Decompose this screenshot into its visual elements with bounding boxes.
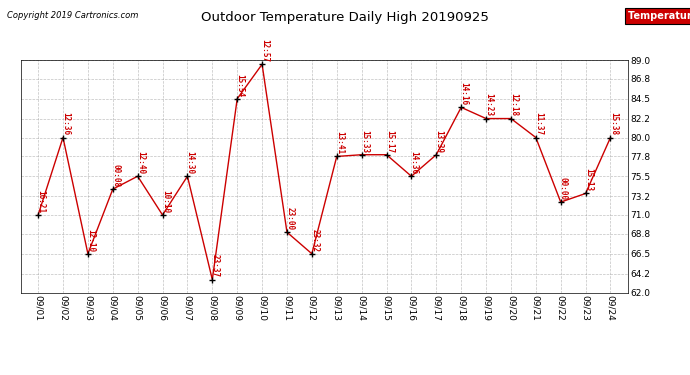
- Text: 12:36: 12:36: [61, 112, 70, 135]
- Text: 12:57: 12:57: [260, 39, 269, 62]
- Text: 00:08: 00:08: [111, 164, 120, 187]
- Text: 23:32: 23:32: [310, 228, 319, 252]
- Text: 16:21: 16:21: [37, 190, 46, 213]
- Text: 14:23: 14:23: [484, 93, 493, 117]
- Text: 00:00: 00:00: [559, 177, 568, 200]
- Text: 23:37: 23:37: [210, 254, 219, 278]
- Text: 23:00: 23:00: [285, 207, 294, 230]
- Text: Temperature (°F): Temperature (°F): [628, 11, 690, 21]
- Text: 14:16: 14:16: [460, 82, 469, 105]
- Text: 12:18: 12:18: [509, 93, 518, 117]
- Text: 10:10: 10:10: [161, 190, 170, 213]
- Text: 11:37: 11:37: [534, 112, 543, 135]
- Text: 15:13: 15:13: [584, 168, 593, 191]
- Text: 15:33: 15:33: [360, 129, 369, 153]
- Text: 14:30: 14:30: [186, 151, 195, 174]
- Text: 13:41: 13:41: [335, 131, 344, 154]
- Text: Outdoor Temperature Daily High 20190925: Outdoor Temperature Daily High 20190925: [201, 11, 489, 24]
- Text: 15:38: 15:38: [609, 112, 618, 135]
- Text: 12:40: 12:40: [136, 151, 145, 174]
- Text: Copyright 2019 Cartronics.com: Copyright 2019 Cartronics.com: [7, 11, 138, 20]
- Text: 15:17: 15:17: [385, 129, 394, 153]
- Text: 15:54: 15:54: [235, 74, 244, 97]
- Text: 13:39: 13:39: [435, 129, 444, 153]
- Text: 12:10: 12:10: [86, 228, 95, 252]
- Text: 14:36: 14:36: [410, 151, 419, 174]
